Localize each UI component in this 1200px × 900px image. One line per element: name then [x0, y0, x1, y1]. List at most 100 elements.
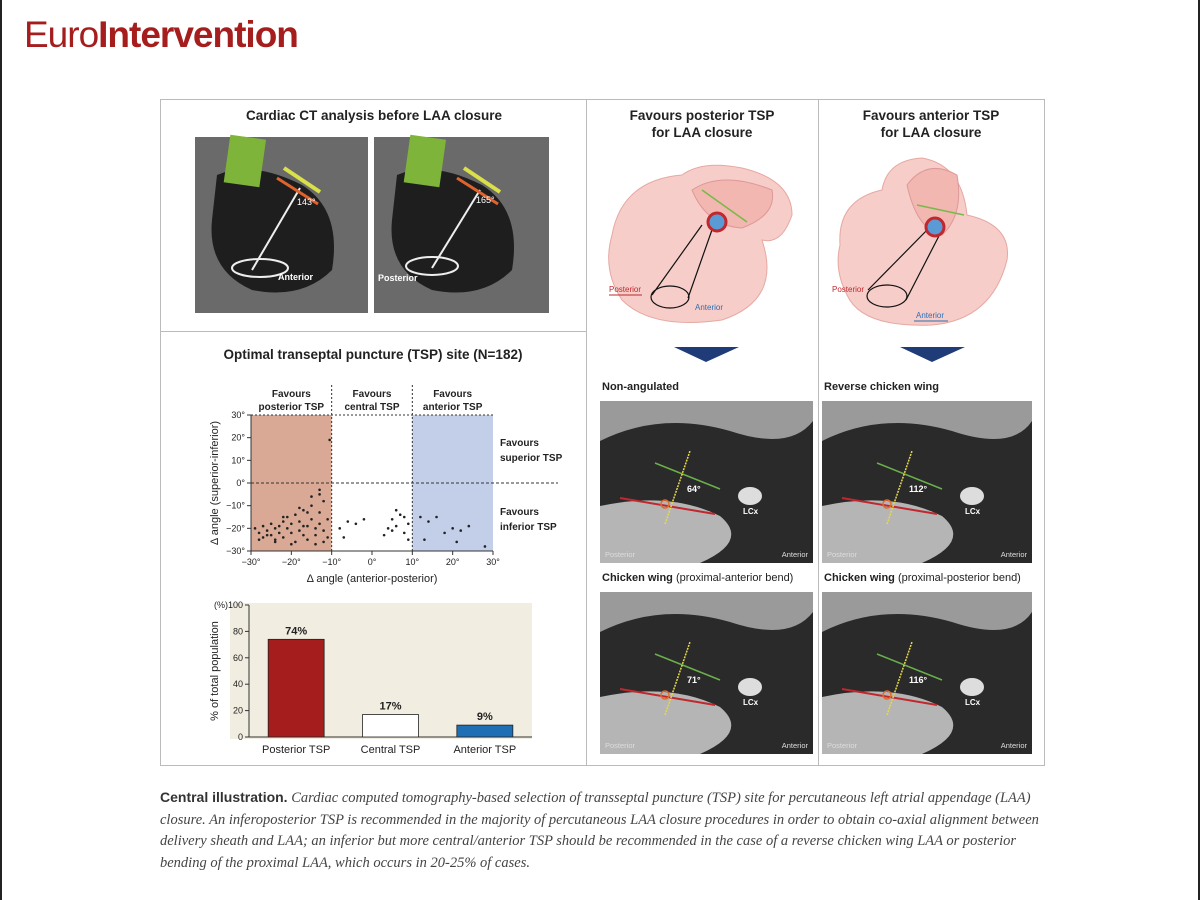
region-label: posterior TSP	[259, 402, 325, 413]
x-tick-label: Anterior TSP	[453, 744, 516, 756]
column-title: Favours anterior TSP	[863, 108, 1000, 123]
point	[394, 508, 398, 512]
atrium	[837, 157, 1008, 326]
point	[394, 524, 398, 528]
point	[302, 533, 305, 537]
point	[257, 538, 261, 541]
point	[328, 438, 331, 442]
ct-axis	[251, 187, 301, 271]
scan-tissue	[822, 500, 954, 563]
scan-heading: Reverse chicken wing	[824, 381, 939, 393]
point	[318, 511, 321, 514]
ct-label: Posterior	[378, 273, 418, 283]
scan-angle: 116°	[909, 675, 928, 685]
y-axis-label: Δ angle (superior-inferior)	[209, 421, 221, 545]
caption-text: Cardiac computed tomography-based select…	[160, 790, 1039, 871]
point	[277, 524, 281, 528]
point	[281, 520, 285, 523]
point	[354, 522, 358, 526]
point	[390, 517, 394, 521]
point	[386, 527, 390, 530]
x-tick-label: 20°	[446, 557, 460, 567]
x-tick-label: −30°	[242, 557, 261, 567]
ct-scan: 71° LCx Posterior Anterior	[600, 592, 813, 754]
ct-chamber	[391, 169, 514, 293]
scan-green-line	[654, 653, 721, 681]
plane	[916, 204, 965, 216]
scan-yellow-line	[664, 450, 691, 525]
point	[310, 504, 313, 507]
panel-title: Optimal transeptal puncture (TSP) site (…	[224, 347, 523, 362]
point	[419, 515, 422, 519]
point	[338, 527, 342, 530]
y-tick-label: 10°	[231, 455, 245, 465]
diagram-label: Anterior	[695, 303, 723, 312]
x-tick-label: 0°	[368, 557, 377, 567]
scan-origin	[882, 690, 892, 700]
column-title: for LAA closure	[652, 125, 753, 140]
point	[402, 531, 406, 535]
scan-side-label: Posterior	[827, 550, 858, 559]
cone-base	[650, 285, 690, 309]
y-tick-label: 20°	[231, 433, 245, 443]
point	[290, 522, 293, 526]
scan-angle: 71°	[687, 675, 701, 685]
y-tick-label: −10°	[226, 501, 245, 511]
cone	[651, 224, 714, 299]
point	[261, 536, 265, 539]
scan-side-label: Anterior	[782, 741, 809, 750]
point	[427, 520, 430, 523]
scan-tissue	[822, 401, 1032, 441]
y-tick-label: 80	[233, 626, 243, 636]
point	[273, 538, 277, 541]
column-title: Favours posterior TSP	[630, 108, 775, 123]
annotation: superior TSP	[500, 453, 563, 464]
scan-tissue	[822, 592, 1032, 632]
point	[306, 524, 309, 528]
y-tick-label: 0°	[236, 478, 245, 488]
ct-image: 143° Anterior	[195, 134, 368, 313]
scan-tissue	[600, 500, 732, 563]
point	[253, 527, 257, 530]
diagram-label: Posterior	[832, 285, 864, 294]
x-tick-label: −10°	[322, 557, 341, 567]
point	[398, 513, 402, 517]
scan-heading-bold: Reverse chicken wing	[824, 381, 939, 393]
cone-base	[866, 284, 908, 308]
panel-title: Cardiac CT analysis before LAA closure	[246, 108, 503, 123]
point	[402, 515, 406, 519]
y-tick-label: 20	[233, 706, 243, 716]
point	[318, 522, 321, 526]
y-tick-label: 100	[228, 600, 243, 610]
unit-label: (%)	[214, 600, 228, 610]
scan-red-line	[841, 497, 938, 515]
scan-heading-bold: Chicken wing	[602, 572, 673, 584]
ct-plane	[462, 166, 502, 194]
point	[306, 538, 309, 541]
scan-origin	[882, 499, 892, 509]
brand: EuroIntervention	[24, 14, 299, 56]
ct-plane	[456, 176, 499, 206]
ct-label: Anterior	[278, 272, 314, 282]
scan-side-label: Posterior	[605, 741, 636, 750]
value-label: 17%	[379, 701, 401, 713]
x-tick-label: Posterior TSP	[262, 744, 330, 756]
point	[435, 515, 438, 519]
point	[273, 540, 277, 544]
y-tick-label: 0	[238, 732, 243, 742]
ct-ellipse	[405, 256, 459, 276]
annotation: Favours	[500, 507, 539, 518]
ct-ellipse	[231, 258, 289, 278]
point	[382, 533, 386, 537]
scan-side-label: Anterior	[782, 550, 809, 559]
point	[314, 533, 317, 537]
scan-vessel	[960, 487, 984, 505]
ct-scan: 112° LCx Posterior Anterior	[822, 401, 1032, 563]
scan-vessel-label: LCx	[743, 698, 759, 707]
point	[459, 529, 463, 532]
point	[322, 529, 325, 532]
heart-diagram: Posterior Anterior	[608, 164, 793, 362]
value-label: 9%	[477, 711, 493, 723]
brand-bold: Intervention	[98, 14, 299, 55]
